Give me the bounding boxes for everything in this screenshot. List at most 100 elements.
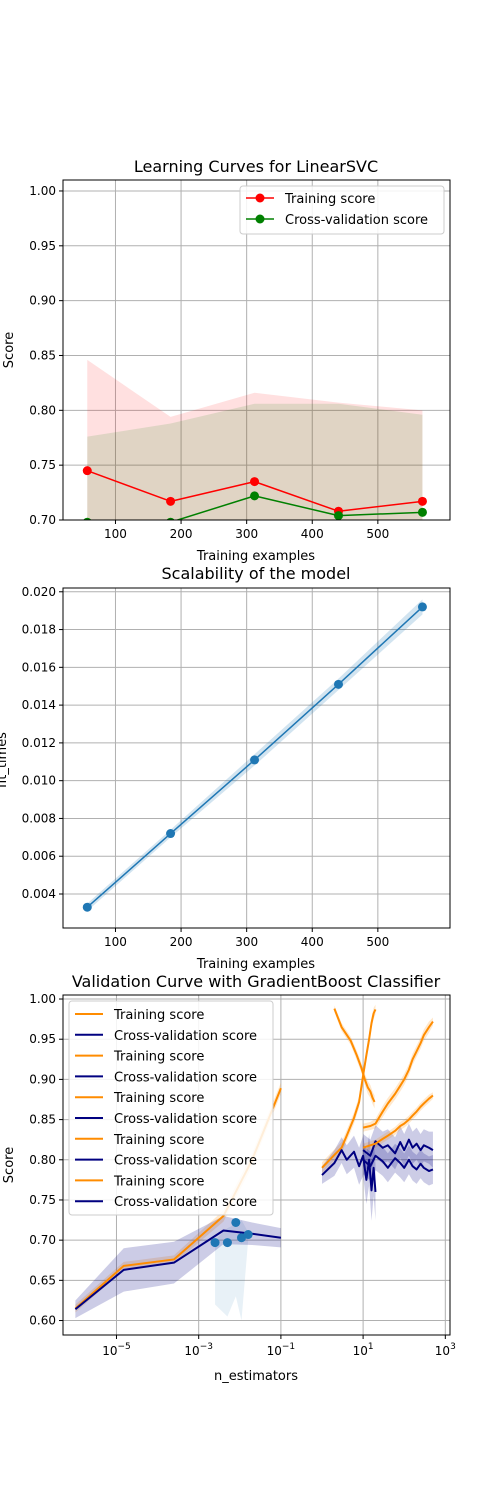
- data-point: [210, 1238, 220, 1248]
- legend-entry: Training score: [113, 1050, 204, 1065]
- data-point: [250, 491, 260, 501]
- validation-curve-chart: Validation Curve with GradientBoost Clas…: [2, 972, 456, 1384]
- y-tick-label: 0.75: [29, 458, 56, 472]
- y-tick-label: 0.85: [29, 348, 56, 362]
- x-tick-label: 10−1: [267, 1342, 296, 1358]
- data-point: [243, 1230, 253, 1240]
- x-tick-label: 400: [301, 935, 324, 949]
- y-tick-label: 0.018: [22, 623, 56, 637]
- point-band: [215, 1220, 249, 1321]
- x-tick-label: 100: [104, 935, 127, 949]
- y-axis-label: Score: [2, 1147, 17, 1183]
- legend-entry: Cross-validation score: [285, 213, 428, 228]
- data-point: [166, 496, 176, 506]
- series-line: [362, 1094, 434, 1149]
- series-line: [362, 1020, 434, 1129]
- y-tick-label: 0.60: [29, 1314, 56, 1328]
- legend-entry: Cross-validation score: [114, 1154, 257, 1169]
- x-axis-label: Training examples: [196, 549, 315, 564]
- series-line: [321, 1149, 377, 1193]
- data-point: [417, 602, 427, 612]
- data-point: [417, 496, 427, 506]
- y-tick-label: 0.80: [29, 403, 56, 417]
- score-band: [87, 403, 423, 520]
- chart-title: Scalability of the model: [162, 564, 351, 583]
- x-tick-label: 300: [235, 527, 258, 541]
- legend-entry: Training score: [284, 192, 375, 207]
- y-axis-label: Score: [2, 332, 17, 368]
- x-tick-label: 200: [170, 935, 193, 949]
- score-band: [363, 1092, 433, 1152]
- score-band: [87, 359, 423, 520]
- y-tick-label: 0.020: [22, 585, 56, 599]
- legend-box: [68, 1000, 274, 1216]
- y-tick-label: 1.00: [29, 184, 56, 198]
- legend: Training score Cross-validation score: [239, 185, 445, 235]
- legend-entry: Training score: [113, 1174, 204, 1189]
- legend-entry: Training score: [113, 1008, 204, 1023]
- data-point: [231, 1217, 241, 1227]
- data-point: [166, 829, 176, 839]
- y-tick-label: 0.70: [29, 1233, 56, 1247]
- score-band: [363, 1141, 433, 1186]
- data-point: [333, 511, 343, 520]
- chart-title: Validation Curve with GradientBoost Clas…: [72, 972, 441, 991]
- data-point: [83, 517, 92, 520]
- series-line: [333, 1008, 376, 1103]
- series-line: [362, 1138, 434, 1157]
- x-tick-label: 500: [366, 527, 389, 541]
- legend-entry: Cross-validation score: [114, 1195, 257, 1210]
- legend-marker: [255, 193, 265, 203]
- y-tick-label: 0.016: [22, 660, 56, 674]
- legend-entry: Cross-validation score: [114, 1070, 257, 1085]
- legend: Training score Cross-validation score Trai…: [68, 1000, 274, 1216]
- legend-entry: Cross-validation score: [114, 1112, 257, 1127]
- y-tick-label: 0.004: [22, 887, 56, 901]
- y-tick-label: 0.95: [29, 239, 56, 253]
- data-point: [250, 755, 260, 765]
- series-line: [74, 1229, 282, 1311]
- y-tick-label: 0.95: [29, 1032, 56, 1046]
- y-tick-label: 0.010: [22, 774, 56, 788]
- x-axis-label: Training examples: [196, 957, 315, 972]
- x-tick-label: 200: [170, 527, 193, 541]
- y-axis-label: fit_times: [0, 732, 10, 788]
- data-point: [236, 1233, 246, 1243]
- y-tick-label: 0.006: [22, 849, 56, 863]
- y-tick-label: 0.014: [22, 698, 56, 712]
- series-line: [321, 1009, 377, 1169]
- y-tick-label: 0.90: [29, 294, 56, 308]
- data-point: [82, 902, 92, 912]
- legend-entry: Training score: [113, 1091, 204, 1106]
- data-point: [222, 1238, 232, 1248]
- scalability-chart: Scalability of the model Training exampl…: [0, 564, 451, 972]
- y-tick-label: 0.008: [22, 811, 56, 825]
- data-point: [417, 507, 427, 517]
- y-tick-label: 0.85: [29, 1113, 56, 1127]
- legend-box: [239, 185, 445, 235]
- x-tick-label: 10−5: [102, 1342, 131, 1358]
- data-point: [166, 517, 175, 520]
- x-tick-label: 101: [353, 1342, 374, 1358]
- y-tick-label: 0.90: [29, 1072, 56, 1086]
- data-point: [333, 679, 343, 689]
- x-tick-label: 100: [104, 527, 127, 541]
- data-point: [250, 477, 260, 487]
- y-tick-label: 0.70: [29, 513, 56, 527]
- y-tick-label: 0.012: [22, 736, 56, 750]
- x-tick-label: 500: [366, 935, 389, 949]
- x-tick-label: 400: [301, 527, 324, 541]
- x-tick-label: 103: [435, 1342, 456, 1358]
- data-point: [82, 466, 92, 476]
- series-line: [362, 1154, 434, 1173]
- y-tick-label: 1.00: [29, 992, 56, 1006]
- legend-entry: Training score: [113, 1133, 204, 1148]
- plot-area-frame: [62, 587, 451, 929]
- y-tick-label: 0.80: [29, 1153, 56, 1167]
- x-tick-label: 10−3: [184, 1342, 213, 1358]
- learning-curve-chart: Learning Curves for LinearSVC Training e…: [2, 157, 451, 564]
- chart-title: Learning Curves for LinearSVC: [134, 157, 378, 176]
- x-axis-label: n_estimators: [214, 1369, 298, 1384]
